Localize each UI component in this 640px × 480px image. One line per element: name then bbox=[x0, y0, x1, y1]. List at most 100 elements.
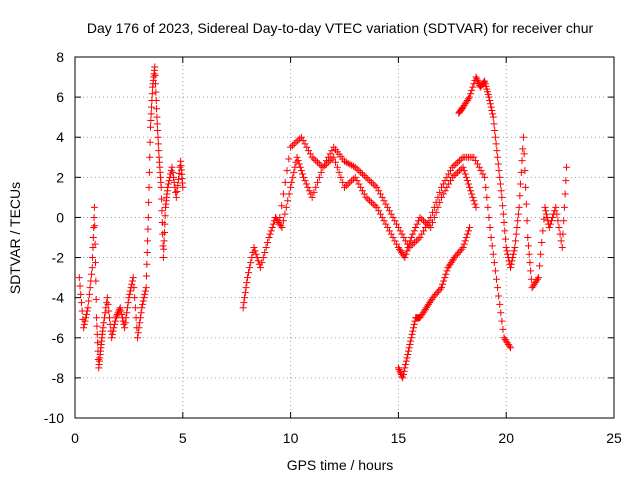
data-point bbox=[402, 357, 410, 365]
data-point bbox=[459, 163, 467, 171]
data-point bbox=[507, 264, 515, 272]
data-point bbox=[389, 234, 397, 241]
data-point bbox=[526, 259, 534, 267]
data-point bbox=[396, 227, 404, 235]
data-point bbox=[364, 175, 372, 183]
data-point bbox=[305, 147, 313, 155]
data-point bbox=[84, 304, 92, 312]
data-point bbox=[453, 250, 461, 258]
data-point bbox=[167, 167, 175, 175]
data-point bbox=[401, 364, 409, 372]
data-point bbox=[412, 223, 420, 231]
data-point bbox=[147, 117, 155, 125]
data-point bbox=[85, 297, 93, 305]
data-point bbox=[558, 244, 566, 252]
data-point bbox=[344, 159, 352, 167]
data-point bbox=[477, 167, 485, 175]
data-point bbox=[335, 168, 343, 176]
data-point bbox=[378, 213, 386, 221]
data-point bbox=[360, 172, 368, 180]
data-point bbox=[277, 222, 285, 230]
data-point bbox=[418, 230, 426, 238]
data-point bbox=[394, 223, 402, 231]
data-point bbox=[466, 93, 474, 101]
x-tick-label: 10 bbox=[283, 430, 299, 446]
data-point bbox=[302, 180, 310, 188]
data-point bbox=[367, 178, 375, 186]
data-point bbox=[439, 190, 447, 198]
data-point bbox=[99, 324, 107, 332]
data-point bbox=[429, 294, 437, 302]
data-point bbox=[159, 230, 167, 238]
x-tick-label: 20 bbox=[498, 430, 514, 446]
data-point bbox=[88, 264, 96, 272]
data-point bbox=[492, 140, 500, 148]
data-point bbox=[533, 275, 541, 283]
data-point bbox=[341, 157, 348, 165]
data-point bbox=[401, 254, 409, 262]
data-point bbox=[491, 267, 499, 275]
data-point bbox=[267, 227, 275, 235]
data-point bbox=[382, 200, 390, 208]
data-point bbox=[284, 197, 292, 205]
data-point bbox=[457, 165, 465, 173]
data-point bbox=[496, 173, 504, 181]
data-point bbox=[501, 227, 509, 235]
y-tick-label: 4 bbox=[56, 129, 64, 145]
data-point bbox=[326, 150, 334, 158]
data-point bbox=[441, 177, 449, 185]
data-point bbox=[460, 167, 468, 175]
data-point bbox=[452, 160, 460, 168]
data-point bbox=[151, 71, 159, 79]
y-tick-label: -2 bbox=[52, 250, 65, 266]
data-point bbox=[494, 153, 502, 161]
data-point bbox=[461, 237, 469, 245]
data-point bbox=[351, 163, 359, 171]
data-point bbox=[333, 163, 341, 171]
data-point bbox=[169, 173, 177, 181]
data-point bbox=[391, 217, 399, 225]
data-point bbox=[137, 309, 145, 317]
data-point bbox=[297, 167, 305, 175]
data-point bbox=[168, 163, 176, 171]
data-point bbox=[385, 207, 393, 215]
y-tick-label: -6 bbox=[52, 330, 65, 346]
data-point bbox=[519, 145, 527, 153]
data-point bbox=[145, 168, 153, 176]
y-tick-label: -8 bbox=[52, 370, 65, 386]
data-point bbox=[151, 63, 159, 71]
data-point bbox=[172, 193, 180, 201]
data-point bbox=[557, 237, 565, 245]
data-point bbox=[80, 324, 88, 332]
data-point bbox=[546, 220, 554, 228]
data-point bbox=[423, 220, 431, 228]
data-point bbox=[429, 218, 437, 226]
data-point bbox=[507, 344, 515, 352]
data-point bbox=[479, 170, 487, 178]
data-point bbox=[293, 153, 301, 161]
x-tick-label: 25 bbox=[606, 430, 622, 446]
data-point bbox=[380, 217, 388, 225]
data-point bbox=[252, 250, 260, 258]
data-point bbox=[357, 168, 365, 176]
data-point bbox=[144, 237, 152, 245]
data-point bbox=[328, 155, 336, 163]
data-point bbox=[155, 147, 163, 155]
data-point bbox=[146, 153, 154, 161]
data-point bbox=[154, 133, 162, 141]
data-point bbox=[511, 244, 519, 252]
data-point bbox=[409, 230, 417, 238]
y-tick-label: 0 bbox=[56, 209, 64, 225]
data-point bbox=[486, 223, 494, 231]
data-point bbox=[522, 200, 530, 208]
data-point bbox=[497, 187, 505, 195]
data-point bbox=[112, 314, 120, 322]
data-point bbox=[148, 103, 156, 111]
data-point bbox=[393, 240, 401, 248]
data-point bbox=[300, 173, 308, 181]
data-point bbox=[258, 259, 266, 267]
data-point bbox=[317, 162, 325, 170]
data-point bbox=[144, 225, 152, 233]
data-point bbox=[421, 223, 429, 231]
data-point bbox=[315, 173, 323, 181]
